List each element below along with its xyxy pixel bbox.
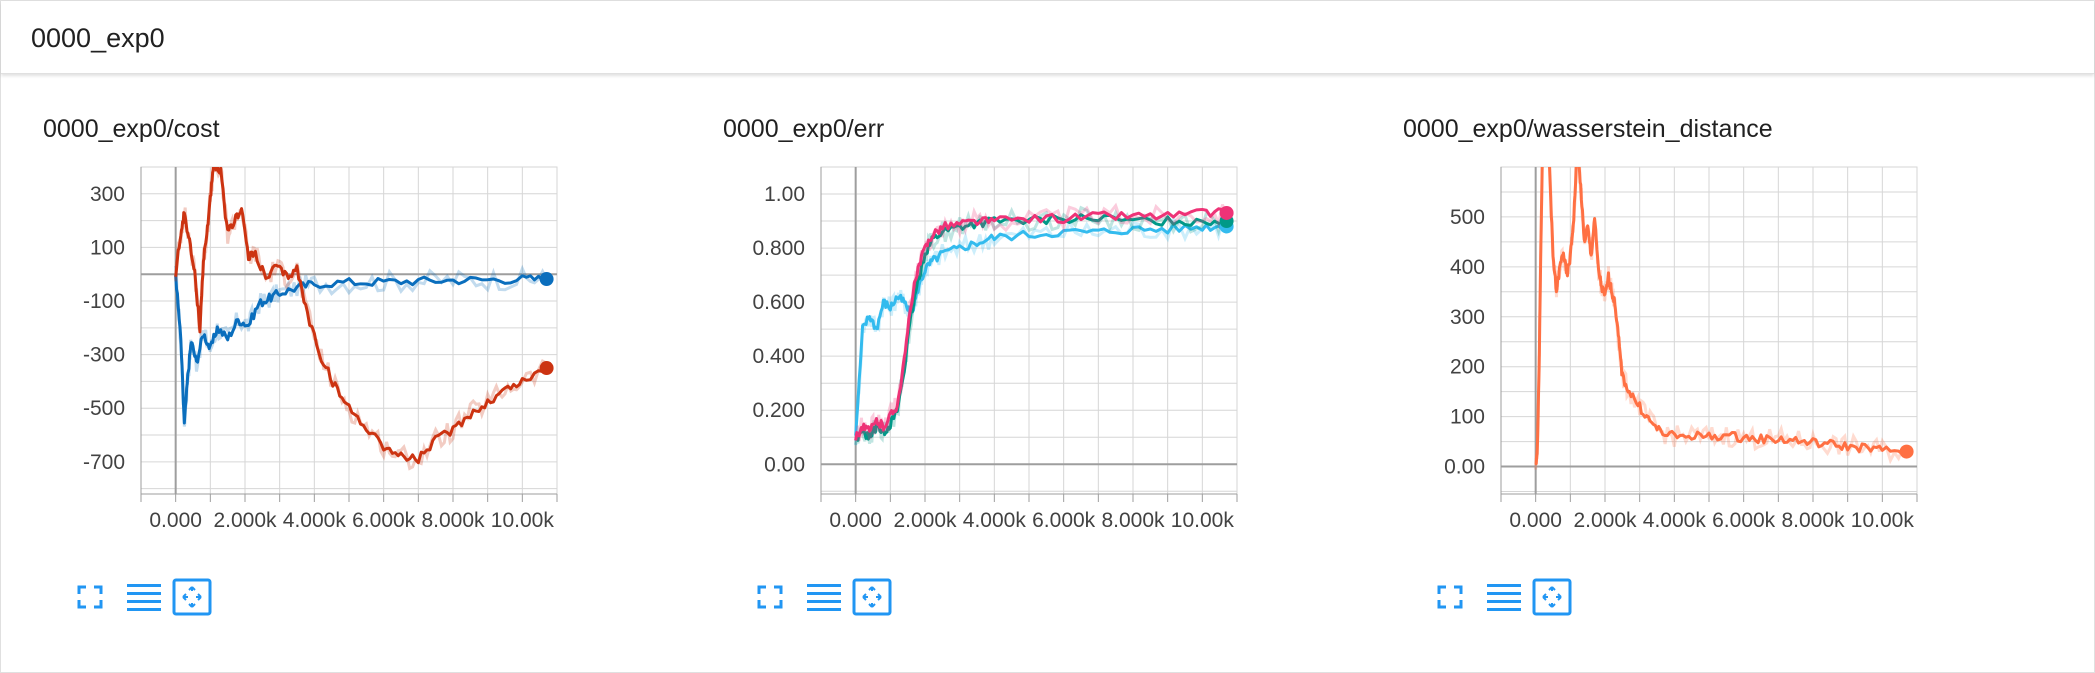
x-tick-label: 2.000k xyxy=(1573,509,1637,532)
fullscreen-button[interactable] xyxy=(1429,577,1471,617)
x-tick-label: 8.000k xyxy=(1781,509,1845,532)
series-line xyxy=(174,167,548,465)
fit-domain-icon xyxy=(852,578,892,616)
series-line xyxy=(854,207,1228,441)
cost-plot[interactable]: 0.000 2.000k 4.000k 6.000k 8.000k 10.00k 300 10… xyxy=(33,101,713,571)
series-group xyxy=(174,167,548,471)
chart-title: 0000_exp0/err xyxy=(723,115,885,143)
y-tick-label: 300 xyxy=(90,183,125,206)
err-plot[interactable]: 0.000 2.000k 4.000k 6.000k 8.000k 10.00k 1.00 0… xyxy=(713,101,1393,571)
fullscreen-button[interactable] xyxy=(749,577,791,617)
run-header[interactable]: 0000_exp0 xyxy=(1,1,2094,74)
fit-domain-button[interactable] xyxy=(171,577,213,617)
y-tick-label: 0.400 xyxy=(752,345,805,368)
series-group xyxy=(1534,167,1907,470)
fit-domain-icon xyxy=(1532,578,1572,616)
list-icon xyxy=(807,584,841,611)
y-tick-label: 0.600 xyxy=(752,291,805,314)
x-tick-label: 8.000k xyxy=(1101,509,1165,532)
x-tick-label: 6.000k xyxy=(352,509,416,532)
series-end-point xyxy=(539,272,554,287)
series-line xyxy=(854,223,1228,436)
series-end-point xyxy=(1219,205,1234,220)
wasserstein-plot[interactable]: 0.000 2.000k 4.000k 6.000k 8.000k 10.00k 500 40… xyxy=(1393,101,2073,571)
chart-cost: 0000_exp0/cost 0.000 2.000k 4.000k 6.000k 8.… xyxy=(33,101,713,641)
x-tick-label: 0.000 xyxy=(1509,509,1562,532)
toggle-log-scale-button[interactable] xyxy=(123,577,165,617)
toggle-log-scale-button[interactable] xyxy=(1483,577,1525,617)
x-tick-label: 4.000k xyxy=(1643,509,1707,532)
toggle-log-scale-button[interactable] xyxy=(803,577,845,617)
x-tick-label: 6.000k xyxy=(1712,509,1776,532)
y-tick-label: 0.00 xyxy=(764,453,805,476)
chart-wasserstein-distance: 0000_exp0/wasserstein_distance 0.000 2.00… xyxy=(1393,101,2073,641)
fit-domain-button[interactable] xyxy=(1531,577,1573,617)
y-tick-label: 400 xyxy=(1450,256,1485,279)
x-tick-label: 10.00k xyxy=(1171,509,1235,532)
fullscreen-icon xyxy=(77,585,103,609)
y-tick-label: -700 xyxy=(83,451,125,474)
x-tick-label: 10.00k xyxy=(491,509,555,532)
y-tick-label: -100 xyxy=(83,290,125,313)
x-tick-label: 0.000 xyxy=(829,509,882,532)
x-tick-label: 4.000k xyxy=(283,509,347,532)
y-tick-label: -500 xyxy=(83,397,125,420)
x-tick-label: 2.000k xyxy=(893,509,957,532)
y-tick-label: 100 xyxy=(90,236,125,259)
y-tick-label: 0.00 xyxy=(1444,456,1485,479)
y-tick-label: 500 xyxy=(1450,206,1485,229)
y-tick-label: 200 xyxy=(1450,356,1485,379)
fullscreen-icon xyxy=(757,585,783,609)
chart-err: 0000_exp0/err 0.000 2.000k 4.000k 6.000k 8.0… xyxy=(713,101,1393,641)
fit-domain-button[interactable] xyxy=(851,577,893,617)
y-tick-label: 100 xyxy=(1450,406,1485,429)
y-tick-label: -300 xyxy=(83,344,125,367)
fullscreen-button[interactable] xyxy=(69,577,111,617)
series-raw-line xyxy=(854,202,1229,442)
y-tick-label: 0.200 xyxy=(752,399,805,422)
x-tick-label: 4.000k xyxy=(963,509,1027,532)
series-line xyxy=(1534,167,1907,466)
series-end-point xyxy=(1899,444,1914,459)
y-tick-label: 300 xyxy=(1450,306,1485,329)
x-tick-label: 6.000k xyxy=(1032,509,1096,532)
chart-title: 0000_exp0/cost xyxy=(43,115,220,143)
series-group xyxy=(854,202,1229,446)
fullscreen-icon xyxy=(1437,585,1463,609)
fit-domain-icon xyxy=(172,578,212,616)
list-icon xyxy=(127,584,161,611)
x-tick-label: 2.000k xyxy=(213,509,277,532)
chart-title: 0000_exp0/wasserstein_distance xyxy=(1403,115,1773,143)
list-icon xyxy=(1487,584,1521,611)
series-end-point xyxy=(539,361,554,376)
x-tick-label: 0.000 xyxy=(149,509,202,532)
run-title: 0000_exp0 xyxy=(31,23,165,53)
y-tick-label: 0.800 xyxy=(752,237,805,260)
y-tick-label: 1.00 xyxy=(764,183,805,206)
series-line xyxy=(174,274,548,425)
series-raw-line xyxy=(854,205,1229,445)
x-tick-label: 10.00k xyxy=(1851,509,1915,532)
x-tick-label: 8.000k xyxy=(421,509,485,532)
